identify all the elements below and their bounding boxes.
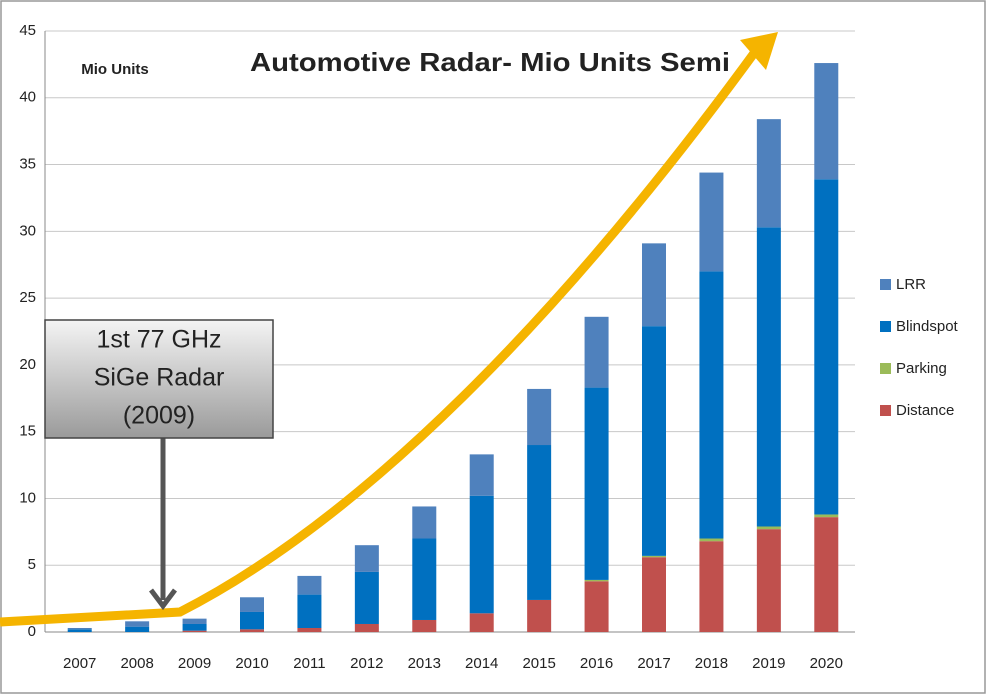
bar-segment <box>584 316 609 388</box>
x-tick-label: 2007 <box>63 655 96 672</box>
legend-swatch <box>880 321 891 332</box>
bar-segment <box>756 227 781 527</box>
trend-arrow-head <box>740 32 778 70</box>
x-tick-label: 2014 <box>465 655 498 672</box>
bar-segment <box>814 179 839 515</box>
bar-segment <box>814 514 839 518</box>
bar-segment <box>297 575 322 595</box>
bar-segment <box>527 388 552 446</box>
bar-segment <box>182 618 207 624</box>
callout-line: 1st 77 GHz <box>96 326 221 354</box>
y-tick-label: 45 <box>19 22 36 39</box>
trend-arrow <box>0 42 764 627</box>
x-tick-label: 2012 <box>350 655 383 672</box>
bar-segment <box>699 172 724 272</box>
bar-segment <box>354 545 379 572</box>
callout-line: (2009) <box>123 402 195 430</box>
legend-label: Distance <box>896 402 954 419</box>
bar-segment <box>412 538 437 620</box>
legend-label: LRR <box>896 276 926 293</box>
bar-segment <box>125 626 150 632</box>
bar-segment <box>642 243 666 327</box>
y-tick-label: 20 <box>19 356 36 373</box>
bar-segment <box>469 613 494 632</box>
bar-segment <box>469 495 494 614</box>
bar-segment <box>584 579 609 582</box>
x-tick-label: 2018 <box>695 655 728 672</box>
bar-segment <box>182 630 207 632</box>
bar-segment <box>354 571 379 624</box>
bar-segment <box>699 538 724 542</box>
bar-segment <box>412 619 437 632</box>
bar-segment <box>756 119 781 228</box>
bar-segment <box>240 597 264 612</box>
y-tick-label: 0 <box>28 623 36 640</box>
bar-segment <box>469 454 494 496</box>
axis-unit: Mio Units <box>81 61 149 78</box>
bar-segment <box>67 629 92 632</box>
bar-segment <box>642 326 666 556</box>
x-tick-label: 2011 <box>293 655 325 672</box>
legend-label: Blindspot <box>896 318 959 335</box>
bar-segment <box>527 445 552 600</box>
x-tick-label: 2009 <box>178 655 211 672</box>
bar-segment <box>584 387 609 580</box>
callout-arrow-head <box>149 588 177 611</box>
bar-segment <box>584 581 609 632</box>
bar-segment <box>240 629 264 632</box>
y-tick-label: 5 <box>28 556 36 573</box>
legend-swatch <box>880 279 891 290</box>
callout-line: SiGe Radar <box>94 364 225 392</box>
y-tick-label: 10 <box>19 489 36 506</box>
bar-segment <box>699 541 724 632</box>
chart-title: Automotive Radar- Mio Units Semi <box>250 47 730 77</box>
bar-segment <box>756 526 781 530</box>
x-tick-label: 2008 <box>120 655 153 672</box>
x-tick-label: 2020 <box>810 655 843 672</box>
legend-swatch <box>880 405 891 416</box>
bar-segment <box>814 517 839 632</box>
x-tick-label: 2017 <box>637 655 670 672</box>
x-tick-label: 2010 <box>235 655 268 672</box>
bar-segment <box>240 611 264 630</box>
bar-segment <box>699 271 724 539</box>
y-tick-label: 40 <box>19 89 36 106</box>
y-tick-label: 15 <box>19 423 36 440</box>
bar-segment <box>354 623 379 632</box>
y-tick-label: 30 <box>19 222 36 239</box>
callout-box <box>44 319 274 439</box>
y-tick-label: 35 <box>19 156 36 173</box>
bar-segment <box>182 623 207 631</box>
bar-segment <box>297 627 322 632</box>
y-tick-label: 25 <box>19 289 36 306</box>
legend-label: Parking <box>896 360 947 377</box>
bar-segment <box>642 557 666 632</box>
x-tick-label: 2015 <box>522 655 555 672</box>
bar-segment <box>814 63 839 180</box>
bar-segment <box>297 594 322 628</box>
bar-segment <box>756 529 781 632</box>
bar-segment <box>125 621 150 627</box>
x-tick-label: 2016 <box>580 655 613 672</box>
bar-segment <box>642 555 666 558</box>
x-tick-label: 2019 <box>752 655 785 672</box>
x-tick-label: 2013 <box>408 655 441 672</box>
bar-segment <box>412 506 437 539</box>
bar-segment <box>67 627 92 630</box>
bar-segment <box>527 599 552 632</box>
legend-swatch <box>880 363 891 374</box>
